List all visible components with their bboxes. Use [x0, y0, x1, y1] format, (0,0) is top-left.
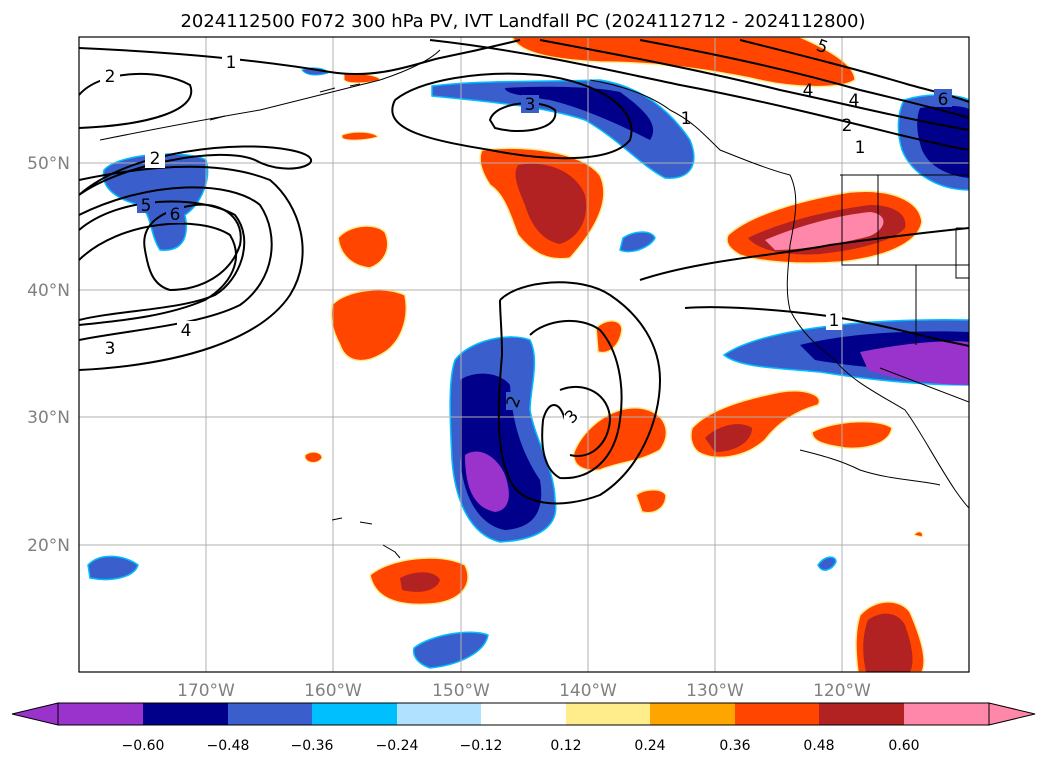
contour-label: 2 — [105, 67, 116, 87]
lon-label: 120°W — [813, 681, 871, 701]
contour-label: 4 — [803, 81, 814, 101]
colorbar-segment — [735, 703, 819, 725]
colorbar-extend-min — [11, 702, 59, 726]
lon-label: 150°W — [432, 681, 490, 701]
contour-label: 6 — [938, 90, 949, 110]
colorbar-tick-label: 0.24 — [634, 738, 665, 754]
map-frame — [78, 36, 970, 673]
contour-label: 5 — [141, 196, 152, 216]
contour-label: 3 — [525, 95, 536, 115]
colorbar: −0.60 −0.48 −0.36 −0.24 −0.12 0.12 0.24 … — [11, 702, 1036, 754]
contour-label: 1 — [829, 311, 840, 331]
colorbar-segment — [481, 703, 566, 725]
lon-label: 160°W — [304, 681, 362, 701]
colorbar-segment — [819, 703, 904, 725]
contour-label: 3 — [105, 339, 116, 359]
contour-label: 2 — [150, 149, 161, 169]
colorbar-tick-label: −0.36 — [291, 738, 334, 754]
colorbar-tick-label: −0.24 — [376, 738, 419, 754]
contour-label: 4 — [181, 321, 192, 341]
positive-anomaly-shading — [304, 37, 925, 672]
colorbar-tick-label: −0.48 — [207, 738, 250, 754]
colorbar-segment — [650, 703, 735, 725]
lat-label: 20°N — [27, 536, 70, 556]
colorbar-segment — [904, 703, 989, 725]
lon-label: 170°W — [177, 681, 235, 701]
graticule — [79, 37, 969, 672]
colorbar-tick-label: −0.12 — [460, 738, 503, 754]
longitude-labels: 170°W 160°W 150°W 140°W 130°W 120°W — [177, 681, 871, 701]
latitude-labels: 50°N 40°N 30°N 20°N — [27, 154, 70, 556]
colorbar-tick-label: 0.12 — [550, 738, 581, 754]
contour-label: 1 — [226, 53, 237, 73]
lon-label: 130°W — [686, 681, 744, 701]
map-area — [79, 37, 969, 672]
contour-label: 4 — [849, 91, 860, 111]
colorbar-segment — [397, 703, 481, 725]
lon-label: 140°W — [559, 681, 617, 701]
contour-label: 2 — [842, 116, 853, 136]
contour-label: 1 — [855, 138, 866, 158]
colorbar-tick-label: 0.36 — [719, 738, 750, 754]
colorbar-segment — [312, 703, 397, 725]
colorbar-tick-label: −0.60 — [122, 738, 165, 754]
coastlines — [99, 49, 969, 559]
colorbar-segment — [58, 703, 143, 725]
lat-label: 30°N — [27, 408, 70, 428]
colorbar-segment — [566, 703, 650, 725]
contour-labels: 2 1 2 5 6 4 3 3 1 2 3 4 5 6 4 2 1 1 — [100, 36, 952, 428]
colorbar-segment — [143, 703, 228, 725]
colorbar-tick-label: 0.60 — [888, 738, 919, 754]
colorbar-extend-max — [988, 702, 1036, 726]
contour-label: 1 — [681, 109, 692, 129]
map-title: 2024112500 F072 300 hPa PV, IVT Landfall… — [180, 11, 865, 32]
colorbar-tick-label: 0.48 — [803, 738, 834, 754]
contour-label: 6 — [170, 205, 181, 225]
lat-label: 40°N — [27, 281, 70, 301]
lat-label: 50°N — [27, 154, 70, 174]
colorbar-segment — [228, 703, 312, 725]
